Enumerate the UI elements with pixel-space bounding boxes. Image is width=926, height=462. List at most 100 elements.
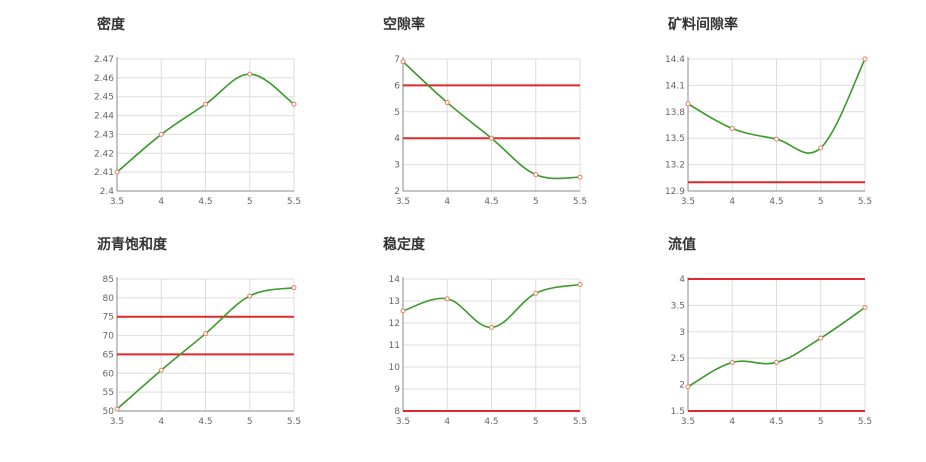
y-tick-label: 14.1 [665, 81, 685, 91]
data-point[interactable] [577, 174, 583, 180]
y-tick-label: 65 [103, 350, 114, 360]
data-point[interactable] [577, 282, 583, 287]
x-tick-label: 3.5 [681, 197, 695, 207]
data-point[interactable] [489, 135, 494, 141]
chart-title-stability: 稳定度 [383, 237, 425, 253]
x-tick-label: 3.5 [396, 197, 410, 207]
data-point[interactable] [533, 172, 539, 178]
x-tick-label: 3.5 [110, 417, 124, 427]
y-tick-label: 2 [679, 381, 685, 391]
y-tick-label: 14 [389, 275, 401, 285]
x-tick-label: 5 [533, 417, 539, 427]
y-tick-label: 2.47 [94, 55, 114, 65]
chart-title-vma: 矿料间隙率 [668, 17, 738, 33]
y-tick-label: 13.5 [665, 134, 685, 144]
y-tick-label: 4 [394, 134, 400, 144]
y-tick-label: 55 [103, 388, 114, 398]
data-point[interactable] [489, 324, 494, 330]
x-tick-label: 5.5 [573, 417, 587, 427]
y-tick-label: 9 [394, 385, 400, 395]
data-point[interactable] [862, 305, 868, 311]
x-tick-label: 5.5 [287, 417, 301, 427]
x-tick-label: 4.5 [198, 197, 212, 207]
chart-svg-flow: 3.5 4 4.5 5 5.5 1.5 2 2.5 3 3.5 4 [671, 275, 872, 427]
y-tick-label: 6 [394, 81, 400, 91]
chart-svg-stability: 3.5 4 4.5 5 5.5 8 9 10 11 12 13 14 [389, 275, 588, 427]
data-point[interactable] [247, 71, 253, 77]
data-point[interactable] [158, 367, 164, 373]
y-tick-label: 5 [394, 108, 400, 118]
data-point[interactable] [444, 100, 450, 106]
y-tick-label: 14.4 [665, 55, 685, 65]
y-tick-label: 3.5 [671, 301, 685, 311]
chart-svg-void-ratio: 3.5 4 4.5 5 5.5 2 3 4 5 6 7 [394, 55, 587, 207]
y-tick-label: 2.41 [94, 168, 114, 178]
chart-svg-vma: 3.5 4 4.5 5 5.5 12.9 13.2 13.5 13.8 14.1 14.4 [665, 55, 872, 207]
data-point[interactable] [774, 359, 779, 365]
data-point[interactable] [203, 331, 208, 337]
data-point[interactable] [774, 136, 779, 142]
data-point[interactable] [203, 101, 208, 107]
x-tick-label: 4 [729, 197, 735, 207]
y-tick-label: 3 [394, 161, 400, 171]
data-point[interactable] [862, 56, 868, 62]
y-tick-label: 75 [103, 313, 114, 323]
y-tick-label: 13.2 [665, 161, 685, 171]
chart-panel-void-ratio: 空隙率 3.5 4 4.5 5 5.5 2 3 4 5 6 7 [286, 0, 587, 220]
chart-title-vfa: 沥青饱和度 [97, 237, 167, 253]
y-tick-label: 12 [389, 319, 400, 329]
x-tick-label: 3.5 [110, 197, 124, 207]
data-point[interactable] [444, 296, 450, 302]
y-tick-label: 12.9 [665, 187, 685, 197]
x-tick-label: 4 [158, 197, 164, 207]
x-tick-label: 5.5 [573, 197, 587, 207]
data-point[interactable] [533, 290, 539, 296]
data-point[interactable] [729, 126, 735, 132]
data-point[interactable] [818, 145, 824, 151]
data-point[interactable] [400, 59, 406, 65]
data-point[interactable] [729, 359, 735, 365]
x-tick-label: 4 [158, 417, 164, 427]
data-point[interactable] [291, 285, 297, 291]
y-tick-label: 4 [679, 275, 685, 285]
y-tick-label: 2.43 [94, 130, 114, 140]
y-tick-label: 11 [389, 341, 400, 351]
chart-svg-vfa: 3.5 4 4.5 5 5.5 50 55 60 65 70 75 80 85 [103, 275, 302, 427]
y-tick-label: 13 [389, 297, 400, 307]
chart-panel-vfa: 沥青饱和度 3.5 4 4.5 5 5.5 50 55 60 65 70 75 80 85 [0, 220, 302, 440]
data-point[interactable] [158, 131, 164, 137]
data-point[interactable] [114, 169, 120, 175]
x-tick-label: 5 [818, 417, 824, 427]
data-point[interactable] [247, 293, 253, 299]
y-tick-label: 8 [394, 407, 400, 417]
x-tick-label: 5.5 [858, 197, 872, 207]
x-tick-label: 4 [729, 417, 735, 427]
data-point[interactable] [685, 101, 691, 107]
data-point[interactable] [685, 384, 691, 390]
data-point[interactable] [400, 308, 406, 314]
y-tick-label: 2.42 [94, 149, 114, 159]
y-tick-label: 2.45 [94, 93, 114, 103]
y-tick-label: 13.8 [665, 108, 685, 118]
chart-svg-density: 3.5 4 4.5 5 5.5 2.4 2.41 2.42 2.43 2.44 2.45 2.46 2.… [94, 55, 301, 207]
data-point[interactable] [291, 101, 297, 107]
x-tick-label: 3.5 [681, 417, 695, 427]
x-tick-label: 5.5 [858, 417, 872, 427]
y-tick-label: 70 [103, 332, 115, 342]
y-tick-label: 3 [679, 328, 685, 338]
y-tick-label: 7 [394, 55, 400, 65]
y-tick-label: 50 [103, 407, 115, 417]
x-tick-label: 4 [444, 197, 450, 207]
y-tick-label: 85 [103, 275, 114, 285]
chart-title-density: 密度 [97, 17, 125, 33]
data-point[interactable] [114, 406, 120, 412]
x-tick-label: 3.5 [396, 417, 410, 427]
data-point[interactable] [818, 335, 824, 341]
series-line [687, 58, 866, 154]
x-tick-label: 5 [818, 197, 824, 207]
y-tick-label: 2.44 [94, 112, 114, 122]
chart-title-void-ratio: 空隙率 [383, 17, 425, 33]
x-tick-label: 5 [533, 197, 539, 207]
chart-title-flow: 流值 [668, 237, 696, 253]
y-tick-label: 1.5 [671, 407, 685, 417]
